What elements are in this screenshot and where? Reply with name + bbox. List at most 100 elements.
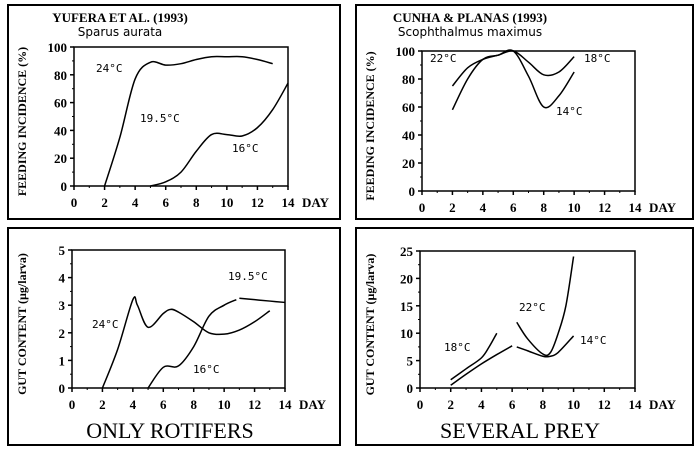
temperature-label: 24°C xyxy=(96,62,123,75)
y-tick-label: 60 xyxy=(402,100,415,115)
x-tick-label: 4 xyxy=(132,195,139,210)
temperature-label: 22°C xyxy=(519,301,546,314)
x-tick-label: 10 xyxy=(568,200,581,215)
y-tick-label: 5 xyxy=(407,354,414,369)
series-line-3 xyxy=(239,297,286,304)
y-tick-label: 25 xyxy=(400,244,414,259)
x-tick-label: 6 xyxy=(509,397,516,412)
series-line-1 xyxy=(451,50,575,87)
x-tick-label: 8 xyxy=(190,397,197,412)
chart-subtitle: Scophthalmus maximus xyxy=(398,25,542,39)
chart-caption: ONLY ROTIFERS xyxy=(86,418,254,443)
chart-title: YUFERA ET AL. (1993) xyxy=(52,10,188,25)
x-tick-label: 12 xyxy=(251,195,264,210)
temperature-label: 19.5°C xyxy=(140,112,180,125)
series-line-2 xyxy=(450,345,513,386)
x-axis-label: DAY xyxy=(649,200,677,215)
temperature-label: 18°C xyxy=(444,341,471,354)
x-tick-label: 0 xyxy=(71,195,78,210)
x-tick-label: 14 xyxy=(279,397,293,412)
y-tick-label: 80 xyxy=(54,68,67,83)
y-tick-label: 20 xyxy=(400,271,413,286)
panel-frame xyxy=(7,227,341,446)
temperature-label: 14°C xyxy=(556,105,583,118)
series-line-2 xyxy=(150,82,289,187)
x-tick-label: 10 xyxy=(220,195,233,210)
panel-frame xyxy=(355,4,694,220)
series-line-1 xyxy=(103,55,273,187)
temperature-label: 16°C xyxy=(193,363,220,376)
temperature-label: 22°C xyxy=(430,52,457,65)
x-tick-label: 8 xyxy=(193,195,200,210)
series-line-2 xyxy=(451,49,575,111)
y-axis-label: FEEDING INCIDENCE (%) xyxy=(15,47,29,196)
x-tick-label: 8 xyxy=(540,397,547,412)
x-tick-label: 2 xyxy=(447,397,454,412)
series-line-2 xyxy=(147,298,237,389)
x-tick-label: 14 xyxy=(629,200,643,215)
x-tick-label: 4 xyxy=(478,397,485,412)
y-tick-label: 80 xyxy=(402,72,415,87)
y-tick-label: 1 xyxy=(59,353,66,368)
x-tick-label: 10 xyxy=(218,397,231,412)
x-tick-label: 8 xyxy=(540,200,547,215)
x-tick-label: 10 xyxy=(567,397,580,412)
x-tick-label: 0 xyxy=(417,397,424,412)
chart-title: CUNHA & PLANAS (1993) xyxy=(393,10,547,25)
y-tick-label: 100 xyxy=(48,40,68,55)
x-tick-label: 6 xyxy=(162,195,169,210)
panel-frame xyxy=(7,4,341,220)
y-axis-label: GUT CONTENT (µg/larva) xyxy=(363,254,377,396)
x-tick-label: 12 xyxy=(248,397,261,412)
chart-subtitle: Sparus aurata xyxy=(78,25,163,39)
x-tick-label: 12 xyxy=(598,200,611,215)
x-tick-label: 6 xyxy=(510,200,517,215)
y-tick-label: 10 xyxy=(400,326,413,341)
x-axis-label: DAY xyxy=(649,397,677,412)
y-tick-label: 2 xyxy=(59,326,66,341)
y-tick-label: 40 xyxy=(54,123,67,138)
y-tick-label: 4 xyxy=(59,271,66,286)
series-line-3 xyxy=(516,256,575,357)
temperature-label: 16°C xyxy=(232,142,259,155)
x-tick-label: 14 xyxy=(629,397,643,412)
y-tick-label: 0 xyxy=(59,381,66,396)
y-tick-label: 40 xyxy=(402,128,415,143)
y-tick-label: 5 xyxy=(59,243,66,258)
y-tick-label: 100 xyxy=(396,44,416,59)
x-tick-label: 4 xyxy=(480,200,487,215)
panel-frame xyxy=(355,227,694,446)
x-axis-label: DAY xyxy=(299,397,327,412)
series-line-1 xyxy=(450,332,498,381)
y-tick-label: 0 xyxy=(407,381,414,396)
y-tick-label: 3 xyxy=(59,298,66,313)
temperature-label: 19.5°C xyxy=(228,270,268,283)
x-tick-label: 0 xyxy=(69,397,76,412)
y-tick-label: 20 xyxy=(54,151,67,166)
x-tick-label: 14 xyxy=(282,195,296,210)
plot-area xyxy=(419,250,636,389)
chart-panel-1: 0 2 4 6 8 10 12 14 DAY 0 20 40 60 80 100 FEEDING INCIDE… xyxy=(7,4,341,220)
chart-panel-2: 0 2 4 6 8 10 12 14 DAY 0 20 40 60 80 100 FEEDING INCIDE… xyxy=(355,4,694,220)
series-line-4 xyxy=(516,335,575,358)
chart-panel-4: 0 2 4 6 8 10 12 14 DAY 0 5 10 15 20 25 GUT CONTENT (µg/… xyxy=(355,227,694,446)
chart-caption: SEVERAL PREY xyxy=(440,418,600,443)
series-line-1 xyxy=(101,296,271,389)
x-tick-label: 12 xyxy=(598,397,611,412)
y-tick-label: 0 xyxy=(61,179,68,194)
y-tick-label: 20 xyxy=(402,156,415,171)
y-tick-label: 15 xyxy=(400,299,414,314)
y-tick-label: 60 xyxy=(54,96,67,111)
x-tick-label: 2 xyxy=(449,200,456,215)
temperature-label: 14°C xyxy=(580,334,607,347)
y-axis-label: GUT CONTENT (µg/larva) xyxy=(15,253,29,395)
x-tick-label: 0 xyxy=(419,200,426,215)
y-axis-label: FEEDING INCIDENCE (%) xyxy=(363,51,377,200)
temperature-label: 18°C xyxy=(584,52,611,65)
plot-area xyxy=(421,50,636,192)
x-tick-label: 2 xyxy=(99,397,106,412)
temperature-label: 24°C xyxy=(92,318,119,331)
x-tick-label: 4 xyxy=(130,397,137,412)
